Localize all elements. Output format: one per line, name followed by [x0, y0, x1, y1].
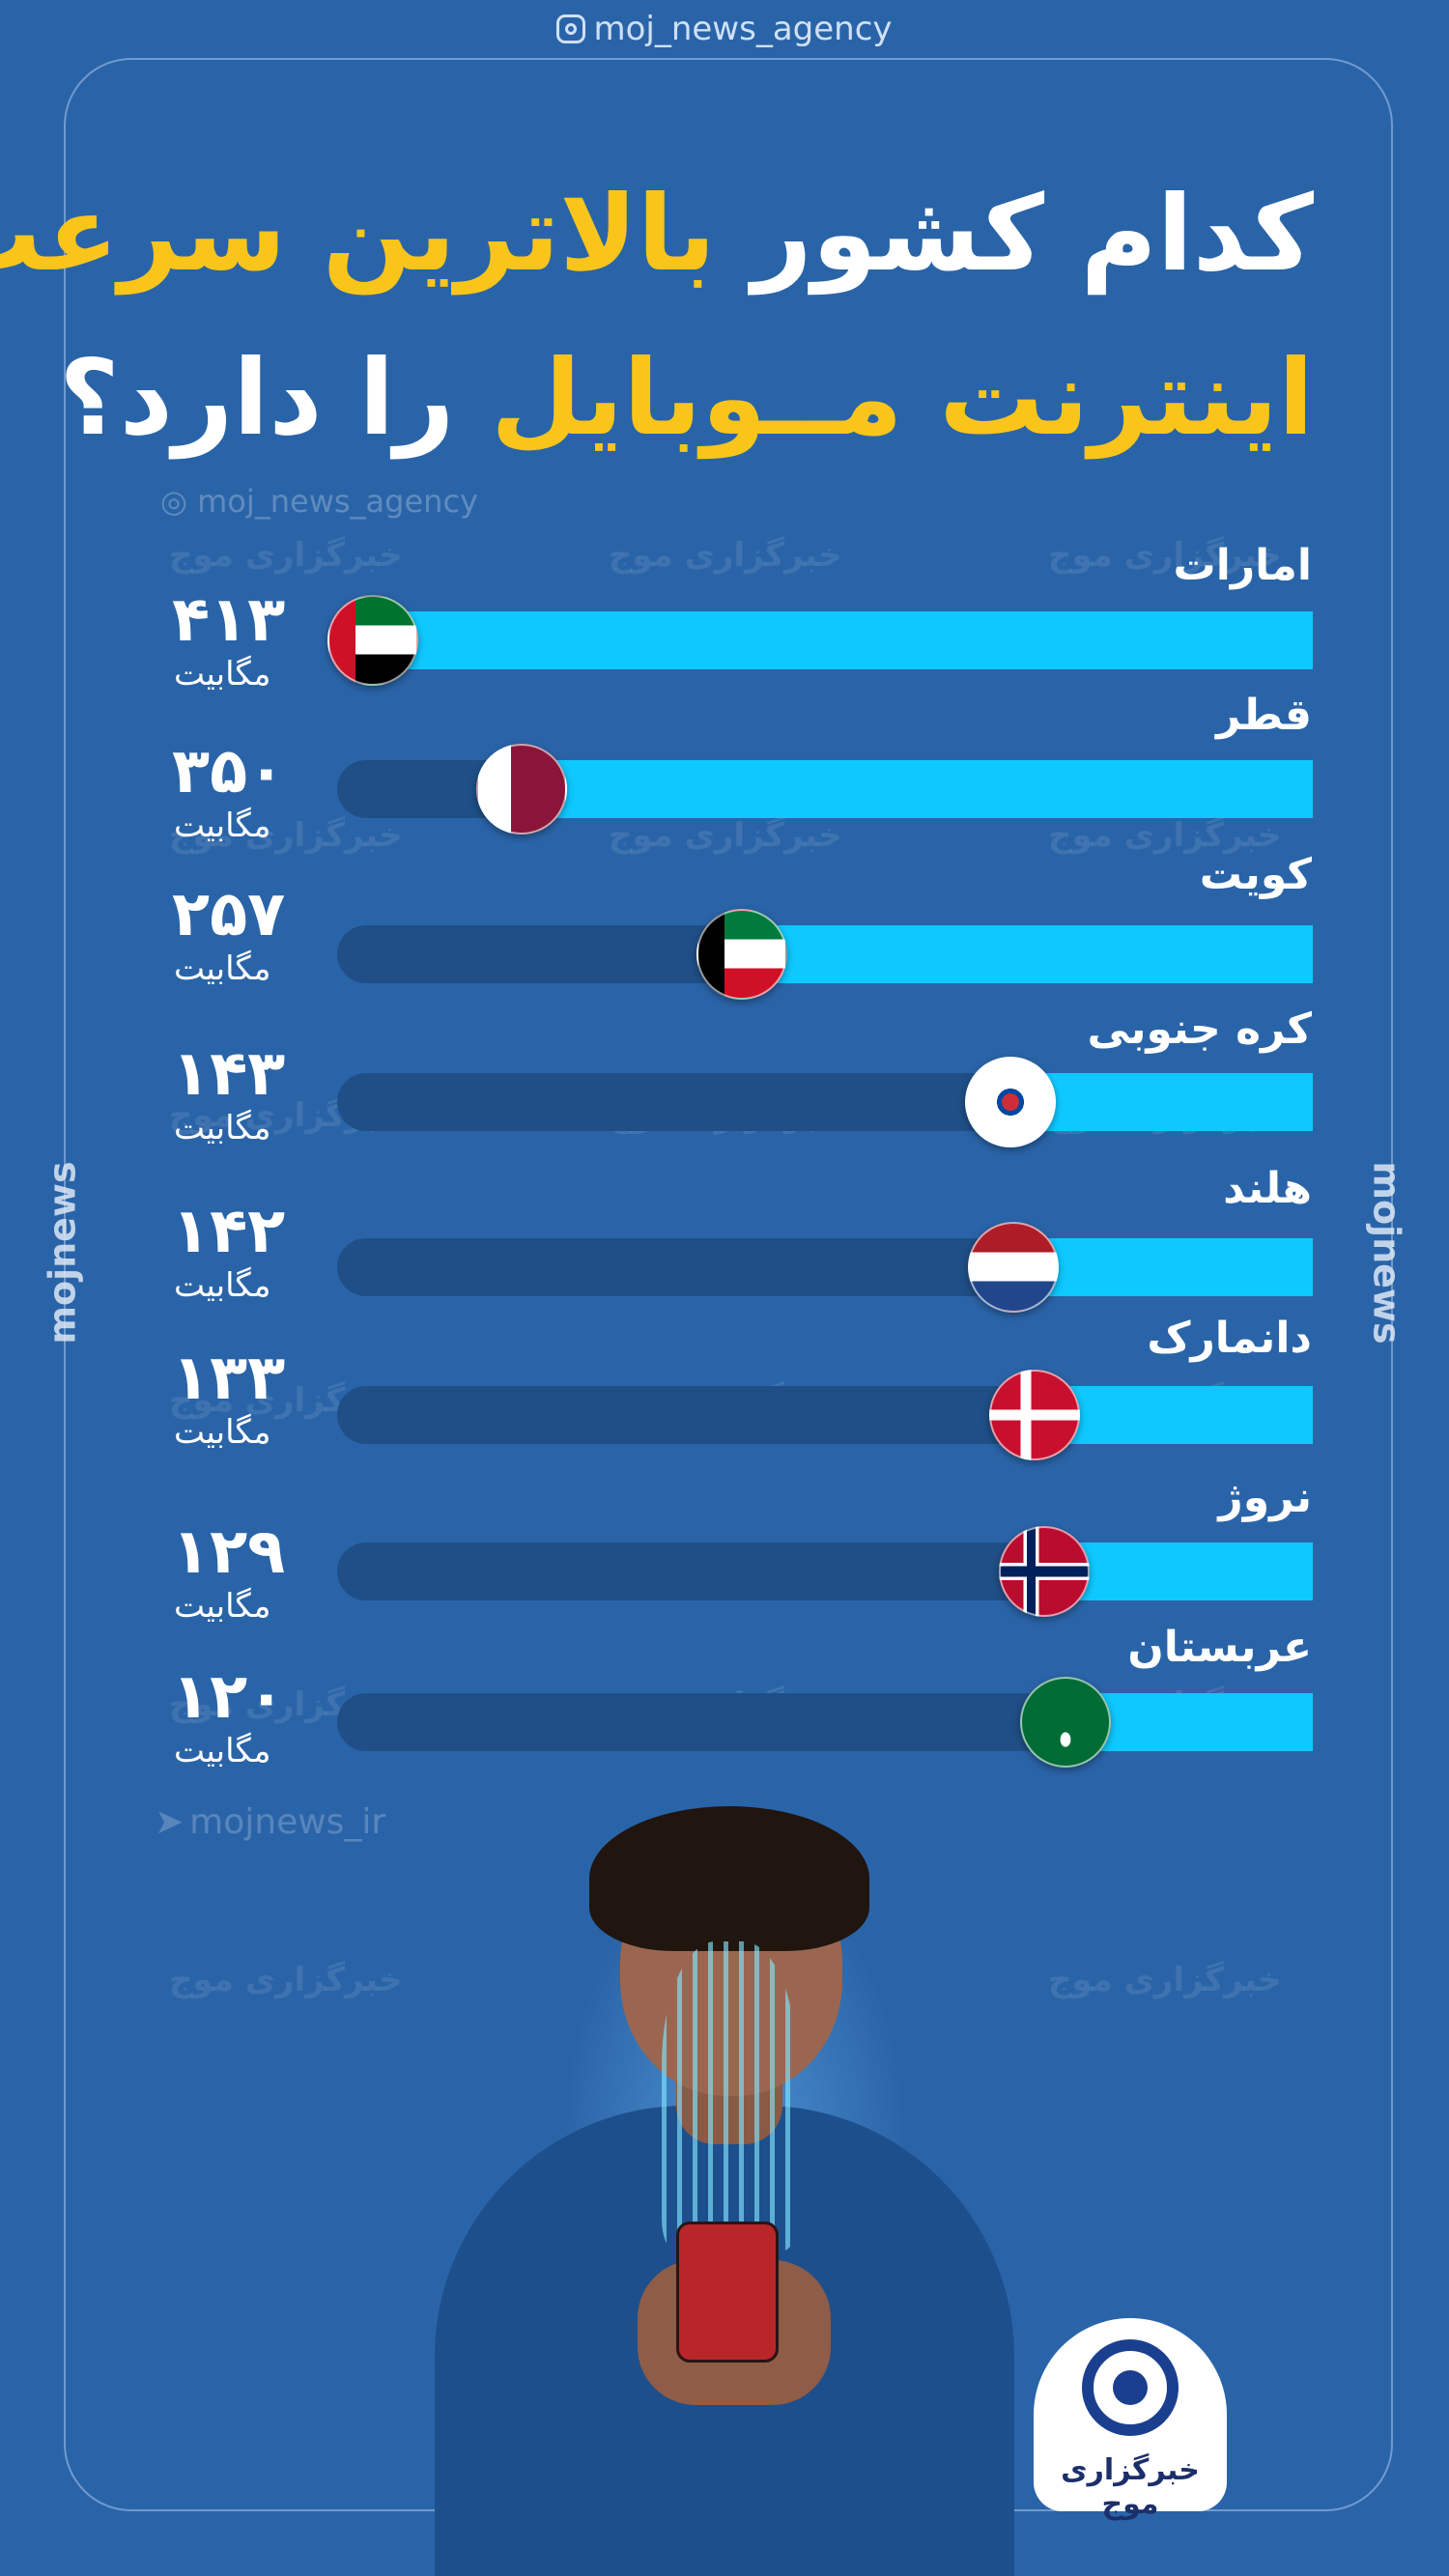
bar-unit-label: مگابیت	[174, 1109, 271, 1147]
country-label: عربستان	[1127, 1623, 1312, 1672]
bar-track	[337, 1543, 1313, 1600]
bar-unit-label: مگابیت	[174, 1732, 271, 1770]
flag-icon	[965, 1057, 1056, 1147]
country-label: کره جنوبی	[1087, 1005, 1312, 1054]
title-line1-white: کدام کشور	[752, 174, 1315, 295]
bar-value-label: ۴۱۳	[172, 584, 286, 656]
flag-icon	[327, 595, 418, 686]
country-label: کویت	[1199, 850, 1312, 899]
person-illustration	[367, 1806, 1101, 2576]
flag-icon	[1020, 1677, 1111, 1768]
bar-unit-label: مگابیت	[174, 1266, 271, 1305]
hair	[589, 1806, 869, 1951]
logo-mark-icon	[1082, 2339, 1179, 2436]
country-label: هلند	[1223, 1164, 1312, 1213]
bar-fill	[337, 611, 1313, 669]
signal-rays	[662, 1941, 797, 2250]
bar-value-label: ۱۲۹	[172, 1516, 286, 1588]
side-watermark-right: mojnews	[1365, 1161, 1408, 1345]
top-handle-text: moj_news_agency	[593, 10, 893, 48]
title-line-2: اینترنت مــوبایل را دارد؟	[59, 338, 1315, 459]
bar-track	[337, 1073, 1313, 1131]
watermark-text: خبرگزاری موج	[1048, 536, 1282, 575]
bar-fill	[486, 760, 1313, 818]
bar-track	[337, 925, 1313, 983]
bar-value-label: ۱۲۰	[172, 1661, 286, 1733]
flag-icon	[989, 1370, 1080, 1460]
watermark-text: خبرگزاری موج	[169, 816, 403, 855]
telegram-handle-text: mojnews_ir	[189, 1802, 386, 1842]
flag-icon	[696, 909, 787, 1000]
flag-icon	[968, 1222, 1059, 1313]
telegram-icon: ➤	[155, 1802, 185, 1842]
watermark-text: خبرگزاری موج	[169, 1961, 403, 1999]
flag-icon	[999, 1526, 1090, 1617]
country-label: قطر	[1215, 691, 1312, 740]
title-line2-yellow: اینترنت مــوبایل	[491, 338, 1315, 459]
watermark-text: خبرگزاری موج	[169, 536, 403, 575]
agency-logo: خبرگزاری موج	[1034, 2318, 1227, 2521]
watermark-handle: ◎ moj_news_agency	[160, 483, 478, 520]
bar-value-label: ۳۵۰	[172, 736, 286, 807]
bar-track	[337, 611, 1313, 669]
bar-track	[337, 1238, 1313, 1296]
instagram-icon	[556, 14, 586, 43]
top-handle: moj_news_agency	[0, 10, 1449, 48]
country-label: نروژ	[1218, 1473, 1312, 1522]
bar-track	[337, 1386, 1313, 1444]
bar-fill	[706, 925, 1313, 983]
phone-icon	[676, 2222, 779, 2363]
bar-unit-label: مگابیت	[174, 807, 271, 845]
watermark-text: خبرگزاری موج	[1048, 816, 1282, 855]
title-line-1: کدام کشور بالاترین سرعت	[0, 174, 1315, 295]
bar-unit-label: مگابیت	[174, 655, 271, 694]
side-watermark-left: mojnews	[41, 1161, 84, 1345]
watermark-text: خبرگزاری موج	[609, 536, 842, 575]
bar-unit-label: مگابیت	[174, 949, 271, 988]
telegram-handle: ➤ mojnews_ir	[155, 1802, 385, 1842]
bar-value-label: ۲۵۷	[172, 879, 286, 950]
bar-unit-label: مگابیت	[174, 1587, 271, 1626]
flag-icon	[476, 744, 567, 835]
bar-value-label: ۱۴۲	[172, 1196, 286, 1267]
watermark-text: خبرگزاری موج	[1048, 1961, 1282, 1999]
logo-text: خبرگزاری موج	[1061, 2453, 1200, 2521]
watermark-text: خبرگزاری موج	[609, 816, 842, 855]
bar-track	[337, 1693, 1313, 1751]
country-label: امارات	[1173, 541, 1312, 590]
watermark-handle-text: moj_news_agency	[197, 483, 478, 520]
bar-value-label: ۱۳۳	[172, 1343, 286, 1414]
bar-value-label: ۱۴۳	[172, 1038, 286, 1110]
country-label: دانمارک	[1147, 1314, 1312, 1363]
title-line2-white: را دارد؟	[59, 338, 455, 459]
title-line1-yellow: بالاترین سرعت	[0, 174, 717, 295]
bar-unit-label: مگابیت	[174, 1413, 271, 1452]
